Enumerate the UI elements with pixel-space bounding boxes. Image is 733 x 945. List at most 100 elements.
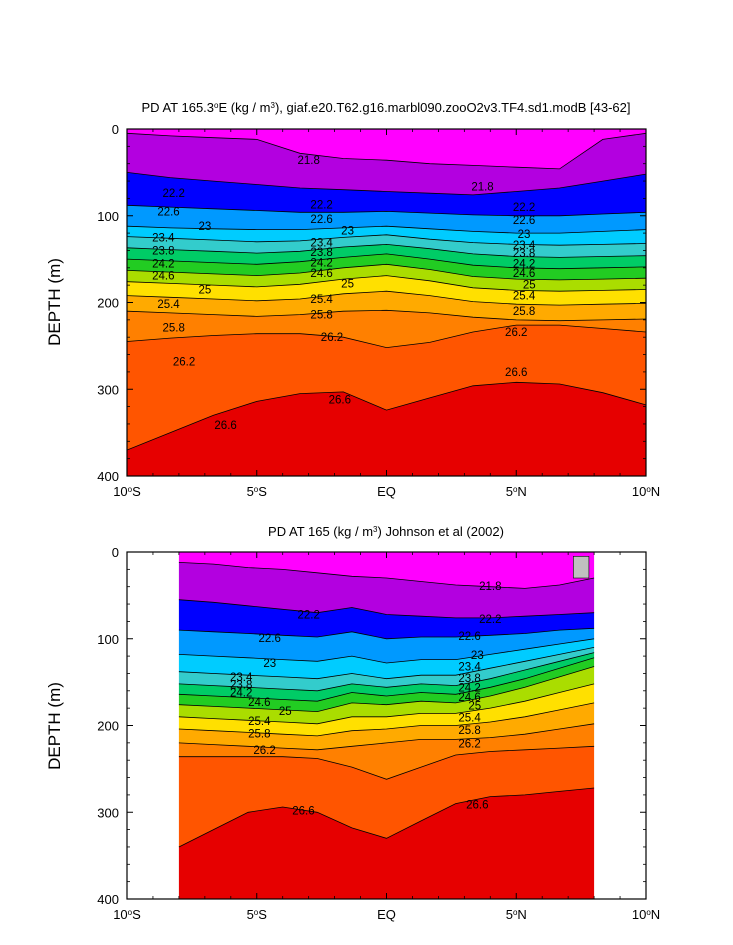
contour-label: 25.8 <box>163 323 185 335</box>
x-tick-label: 10oS <box>113 907 141 922</box>
panel-bottom-title: PD AT 165 (kg / m3) Johnson et al (2002) <box>268 524 504 539</box>
isopycnal-line <box>127 253 646 270</box>
contour-label: 26.2 <box>458 739 480 751</box>
isopycnal-line <box>178 702 595 737</box>
contour-label: 26.2 <box>173 356 195 368</box>
density-band <box>178 552 595 589</box>
density-band <box>178 666 595 724</box>
contour-label: 23.4 <box>458 662 481 674</box>
contour-label: 22.6 <box>458 631 480 643</box>
density-band <box>178 657 595 712</box>
contour-label: 23 <box>263 658 276 670</box>
contour-label: 21.8 <box>297 155 319 167</box>
isopycnal-line <box>127 243 646 258</box>
contour-label: 25 <box>468 701 481 713</box>
contour-label: 24.6 <box>458 692 480 704</box>
isopycnal-line <box>178 745 595 780</box>
isopycnal-line <box>178 627 595 640</box>
density-band <box>178 702 595 750</box>
y-tick-label: 200 <box>97 719 119 734</box>
contour-label: 25.8 <box>310 310 332 322</box>
contour-label: 25.4 <box>157 299 180 311</box>
contour-label: 26.2 <box>253 745 275 757</box>
contour-label: 23 <box>198 221 211 233</box>
x-tick-label: 5oS <box>247 907 268 922</box>
contour-label: 25.4 <box>310 294 333 306</box>
contour-label: 26.6 <box>329 395 351 407</box>
contour-label: 25.4 <box>513 291 536 303</box>
contour-label: 25 <box>198 284 211 296</box>
contour-label: 26.6 <box>214 420 236 432</box>
density-band <box>127 226 646 246</box>
panel-top-title: PD AT 165.3oE (kg / m3), giaf.e20.T62.g1… <box>142 100 631 115</box>
x-tick-label: 5oN <box>506 907 527 922</box>
density-band <box>127 244 646 269</box>
panel-bottom-contour-field <box>178 552 595 899</box>
contour-label: 24.2 <box>230 688 252 700</box>
contour-label: 22.6 <box>513 215 535 227</box>
contour-label: 22.2 <box>297 609 319 621</box>
density-band <box>127 234 646 258</box>
contour-label: 23.4 <box>230 672 253 684</box>
contour-label: 25.8 <box>248 728 270 740</box>
isopycnal-line <box>178 666 595 713</box>
contour-label: 25 <box>279 706 292 718</box>
isopycnal-line <box>178 683 595 725</box>
y-tick-label: 0 <box>112 122 119 137</box>
y-tick-label: 400 <box>97 469 119 484</box>
density-band <box>127 129 646 169</box>
isopycnal-line <box>178 652 595 692</box>
contour-label: 25 <box>523 279 536 291</box>
panel-bottom-contour-labels: 21.822.2 22.222.6 22.6232323.423.423.823.8… <box>230 581 502 818</box>
contour-label: 25.4 <box>248 716 271 728</box>
density-band <box>127 172 646 216</box>
density-band <box>178 562 595 618</box>
panel-top-contour-labels: 21.821.822.222.2 22.222.622.6 22.623 23 2323… <box>152 155 536 432</box>
density-band <box>178 788 595 899</box>
density-band <box>127 291 646 321</box>
density-band <box>127 325 646 450</box>
x-tick-label: 10oN <box>632 907 660 922</box>
isopycnal-line <box>127 290 646 306</box>
contour-label: 23.8 <box>513 248 535 260</box>
contour-label: 22.2 <box>479 614 501 626</box>
contour-label: 25.8 <box>458 725 480 737</box>
contour-label: 23.8 <box>152 245 174 257</box>
isopycnal-line <box>127 172 646 196</box>
contour-label: 24.2 <box>152 258 174 270</box>
contour-label: 22.6 <box>157 206 179 218</box>
contour-label: 22.6 <box>310 214 332 226</box>
density-band <box>178 683 595 736</box>
density-band <box>127 382 646 476</box>
y-tick-label: 300 <box>97 805 119 820</box>
panel-bottom-y-axis-label: DEPTH (m) <box>45 682 64 770</box>
panel-bottom: PD AT 165 (kg / m3) Johnson et al (2002)… <box>45 524 660 922</box>
isopycnal-line <box>178 723 595 751</box>
contour-label: 23.4 <box>513 240 536 252</box>
isopycnal-line <box>178 647 595 680</box>
isopycnal-line <box>127 263 646 281</box>
contour-label: 26.6 <box>505 367 527 379</box>
isopycnal-line <box>127 324 646 349</box>
contour-label: 24.2 <box>310 258 332 270</box>
density-band <box>178 746 595 847</box>
contour-label: 24.6 <box>513 268 535 280</box>
contour-label: 24.2 <box>458 682 480 694</box>
contour-label: 23.4 <box>152 232 175 244</box>
y-tick-label: 100 <box>97 209 119 224</box>
contour-label: 24.6 <box>310 268 332 280</box>
x-tick-label: 10oS <box>113 484 141 499</box>
density-band <box>127 133 646 195</box>
missing-data-patch <box>573 556 590 579</box>
isopycnal-line <box>127 132 646 170</box>
isopycnal-line <box>178 787 595 848</box>
contour-label: 25.8 <box>513 306 535 318</box>
isopycnal-line <box>127 275 646 292</box>
contour-label: 26.2 <box>505 327 527 339</box>
density-band <box>127 253 646 280</box>
contour-label: 22.2 <box>310 199 332 211</box>
isopycnal-line <box>178 562 595 589</box>
y-tick-label: 0 <box>112 545 119 560</box>
